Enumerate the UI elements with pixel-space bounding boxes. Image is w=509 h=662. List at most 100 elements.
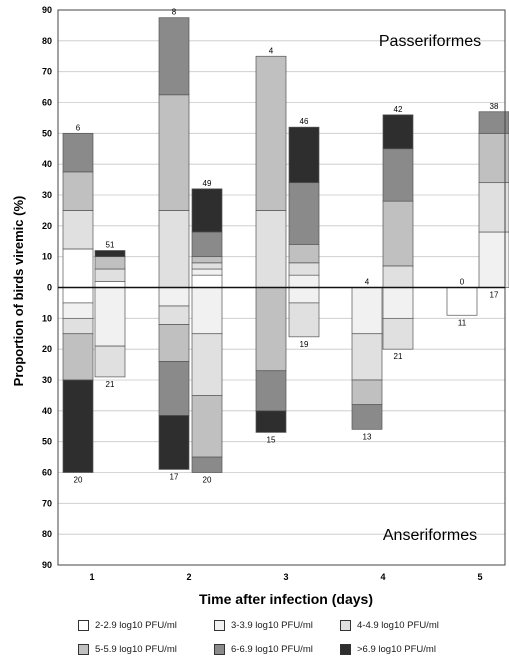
bar-segment: [94, 280, 126, 288]
sample-size-top: 49: [203, 179, 212, 188]
bar-segment: [478, 111, 509, 134]
bar-segment: [62, 132, 94, 173]
legend-item: 4-4.9 log10 PFU/ml: [340, 620, 439, 631]
bar-segment: [351, 287, 383, 335]
legend-item: 3-3.9 log10 PFU/ml: [214, 620, 313, 631]
sample-size-top: 4: [269, 46, 274, 55]
bar-segment: [351, 379, 383, 406]
y-tick-label: 10: [42, 313, 52, 323]
y-tick-label: 70: [42, 67, 52, 77]
y-tick-label: 50: [42, 437, 52, 447]
bar-segment: [255, 55, 287, 211]
bar-segment: [191, 287, 223, 335]
sample-size-bottom: 13: [363, 432, 372, 441]
y-tick-label: 90: [42, 5, 52, 15]
sample-size-bottom: 21: [394, 352, 403, 361]
bar-segment: [351, 333, 383, 381]
legend-label: >6.9 log10 PFU/ml: [357, 644, 436, 655]
x-tick-label: 5: [477, 572, 482, 582]
bar-segment: [446, 287, 478, 316]
legend-label: 5-5.9 log10 PFU/ml: [95, 644, 177, 655]
y-tick-label: 30: [42, 190, 52, 200]
y-tick-label: 40: [42, 406, 52, 416]
sample-size-top: 6: [76, 123, 81, 132]
sample-size-top: 42: [394, 105, 403, 114]
sample-size-bottom: 20: [203, 476, 212, 485]
bar-segment: [191, 262, 223, 270]
bar-segment: [382, 317, 414, 350]
sample-size-labels: 6 20 51 21 8 17 49 20 4 15 46 19 4 13 42 21 0 11 38 17: [74, 8, 499, 485]
bar-segment: [382, 114, 414, 150]
bar-segment: [158, 17, 190, 96]
bar-segment: [94, 250, 126, 258]
bar-segment: [158, 324, 190, 362]
y-tick-label: 90: [42, 560, 52, 570]
sample-size-top: 4: [365, 278, 370, 287]
sample-size-top: 0: [460, 278, 465, 287]
x-tick-label: 3: [283, 572, 288, 582]
bar-segment: [288, 243, 320, 264]
x-tick-label: 4: [380, 572, 385, 582]
bar-segment: [191, 268, 223, 276]
legend-item: 2-2.9 log10 PFU/ml: [78, 620, 177, 631]
x-tick-label: 1: [89, 572, 94, 582]
bar-segment: [191, 231, 223, 258]
bar-segment: [288, 262, 320, 276]
bar-segment: [94, 345, 126, 378]
bar-segment: [62, 333, 94, 381]
bar-segment: [62, 317, 94, 335]
bar-segment: [255, 370, 287, 412]
bar-segment: [288, 126, 320, 184]
legend: 2-2.9 log10 PFU/ml 3-3.9 log10 PFU/ml 4-4.…: [78, 620, 498, 660]
legend-item: 5-5.9 log10 PFU/ml: [78, 644, 177, 655]
y-tick-label: 60: [42, 98, 52, 108]
bar-segment: [382, 148, 414, 202]
y-tick-label: 10: [42, 252, 52, 262]
y-tick-label: 40: [42, 159, 52, 169]
bar-segment: [62, 302, 94, 319]
y-tick-label: 30: [42, 375, 52, 385]
bar-segment: [191, 188, 223, 233]
sample-size-bottom: 17: [490, 291, 499, 300]
sample-size-top: 38: [490, 102, 499, 111]
bar-segment: [191, 274, 223, 288]
y-tick-labels: 90 80 70 60 50 40 30 20 10 0 10 20 30 40 50 60 70 80 90: [42, 5, 52, 570]
legend-swatch: [340, 620, 351, 631]
y-tick-label: 20: [42, 344, 52, 354]
sample-size-bottom: 20: [74, 476, 83, 485]
bar-segment: [94, 268, 126, 282]
sample-size-top: 46: [300, 117, 309, 126]
x-tick-label: 2: [186, 572, 191, 582]
bar-segment: [94, 256, 126, 270]
bar-segment: [158, 210, 190, 288]
legend-swatch: [78, 644, 89, 655]
y-tick-label: 0: [47, 283, 52, 293]
legend-swatch: [78, 620, 89, 631]
sample-size-bottom: 15: [267, 435, 276, 444]
bar-segment: [288, 182, 320, 245]
bar-segment: [191, 256, 223, 264]
top-panel-label: Passeriformes: [379, 33, 481, 50]
y-tick-label: 80: [42, 36, 52, 46]
y-tick-label: 50: [42, 128, 52, 138]
y-tick-label: 80: [42, 529, 52, 539]
bar-segment: [158, 305, 190, 325]
legend-label: 2-2.9 log10 PFU/ml: [95, 620, 177, 631]
legend-item: >6.9 log10 PFU/ml: [340, 644, 436, 655]
y-tick-label: 70: [42, 498, 52, 508]
bar-segment: [158, 94, 190, 211]
bar-segment: [351, 404, 383, 430]
bar-segment: [288, 287, 320, 304]
legend-label: 3-3.9 log10 PFU/ml: [231, 620, 313, 631]
bar-segment: [382, 287, 414, 319]
bar-segment: [382, 265, 414, 288]
legend-label: 6-6.9 log10 PFU/ml: [231, 644, 313, 655]
bar-segment: [158, 361, 190, 416]
bar-segment: [62, 210, 94, 250]
bar-segment: [191, 456, 223, 473]
bar-segment: [288, 274, 320, 288]
bar-segment: [288, 302, 320, 338]
bar-segment: [255, 287, 287, 372]
sample-size-top: 51: [106, 241, 115, 250]
